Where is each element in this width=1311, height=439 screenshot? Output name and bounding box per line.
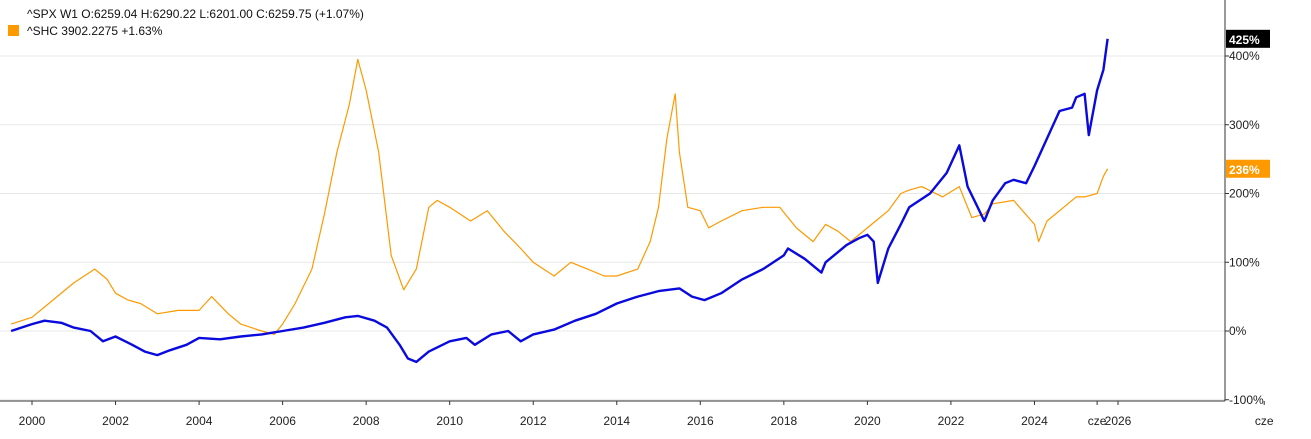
x-tick-label: 2010 [436,414,463,428]
x-tick-label: 2002 [102,414,129,428]
legend-shc-swatch [8,25,19,36]
y-tick-label: -100% [1229,393,1264,407]
x-tick-label: 2008 [353,414,380,428]
x-tick-label: 2006 [269,414,296,428]
x-tick-label: 2026 [1105,414,1132,428]
x-tick-label: cze [1255,414,1274,428]
legend-spx-text: ^SPX W1 O:6259.04 H:6290.22 L:6201.00 C:… [27,7,364,21]
x-tick-label: 2004 [186,414,213,428]
y-tick-label: 300% [1229,118,1260,132]
y-tick-label: 400% [1229,49,1260,63]
x-tick-label: cze [1088,414,1107,428]
x-tick-label: 2012 [520,414,547,428]
y-tick-label: 0% [1229,324,1247,338]
y-tick-label: 100% [1229,255,1260,269]
y-tick-label: 200% [1229,187,1260,201]
last-value-label-shc: 236% [1229,163,1260,177]
x-tick-label: 2000 [19,414,46,428]
x-tick-label: 2016 [687,414,714,428]
series-line-shc [10,58,1109,335]
legend-shc-text: ^SHC 3902.2275 +1.63% [27,24,163,38]
y-axis: 400% 300% 200% 100% 0% -100% [1225,49,1264,407]
x-tick-label: 2018 [770,414,797,428]
grid-lines [0,55,1225,401]
x-tick-label: 2020 [854,414,881,428]
last-value-badges: 425% 236% [1226,29,1270,178]
series-line-spx [10,38,1109,364]
x-tick-label: 2024 [1021,414,1048,428]
x-tick-label: 2014 [603,414,630,428]
series-lines [10,38,1109,364]
last-value-badge-shc [1226,159,1270,178]
last-value-badge-spx [1226,29,1270,48]
last-value-label-spx: 425% [1229,33,1260,47]
legend: ^SPX W1 O:6259.04 H:6290.22 L:6201.00 C:… [8,7,364,38]
x-tick-label: 2022 [938,414,965,428]
x-axis: 2000 2002 2004 2006 2008 2010 2012 2014 2016 2018… [19,401,1274,428]
